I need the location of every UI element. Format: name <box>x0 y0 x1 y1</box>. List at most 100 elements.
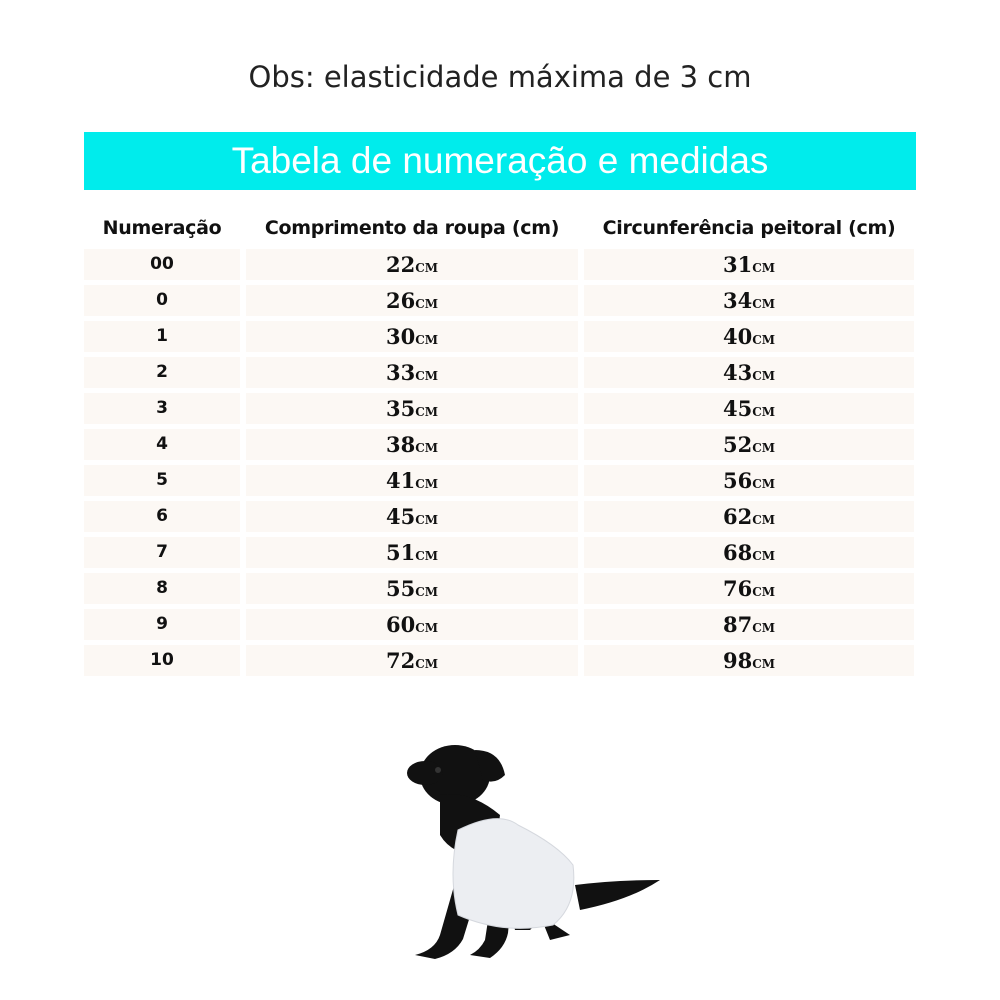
size-cell: 4 <box>84 428 240 460</box>
size-cell: 5 <box>84 464 240 496</box>
chest-cell: 62cm <box>584 500 914 532</box>
unit-label: cm <box>415 328 439 349</box>
table-row: 4 38cm 52cm <box>84 426 914 462</box>
size-cell: 6 <box>84 500 240 532</box>
table-row: 6 45cm 62cm <box>84 498 914 534</box>
size-cell: 3 <box>84 392 240 424</box>
unit-label: cm <box>752 256 776 277</box>
chest-cell: 40cm <box>584 320 914 352</box>
unit-label: cm <box>415 256 439 277</box>
size-cell: 00 <box>84 248 240 280</box>
chest-cell: 56cm <box>584 464 914 496</box>
size-cell: 7 <box>84 536 240 568</box>
chest-value: 40 <box>722 323 753 349</box>
chest-cell: 76cm <box>584 572 914 604</box>
table-row: 00 22cm 31cm <box>84 246 914 282</box>
table-header-row: Numeração Comprimento da roupa (cm) Circ… <box>84 210 914 246</box>
chest-cell: 87cm <box>584 608 914 640</box>
size-cell: 0 <box>84 284 240 316</box>
table-row: 10 72cm 98cm <box>84 642 914 678</box>
unit-label: cm <box>415 436 439 457</box>
chest-value: 68 <box>722 539 753 565</box>
unit-label: cm <box>415 508 439 529</box>
length-value: 30 <box>385 323 416 349</box>
chest-value: 52 <box>722 431 753 457</box>
length-cell: 60cm <box>246 608 578 640</box>
unit-label: cm <box>752 652 776 673</box>
chest-value: 62 <box>722 503 753 529</box>
unit-label: cm <box>752 292 776 313</box>
table-row: 0 26cm 34cm <box>84 282 914 318</box>
chest-value: 43 <box>722 359 753 385</box>
chest-value: 76 <box>722 575 753 601</box>
unit-label: cm <box>752 616 776 637</box>
unit-label: cm <box>415 616 439 637</box>
header-chest: Circunferência peitoral (cm) <box>584 212 914 244</box>
table-title-banner: Tabela de numeração e medidas <box>84 132 916 190</box>
unit-label: cm <box>415 292 439 313</box>
table-row: 3 35cm 45cm <box>84 390 914 426</box>
length-cell: 26cm <box>246 284 578 316</box>
chest-cell: 98cm <box>584 644 914 676</box>
unit-label: cm <box>752 436 776 457</box>
chest-cell: 31cm <box>584 248 914 280</box>
size-cell: 8 <box>84 572 240 604</box>
chest-value: 87 <box>722 611 753 637</box>
chest-cell: 52cm <box>584 428 914 460</box>
size-table: Numeração Comprimento da roupa (cm) Circ… <box>84 210 914 678</box>
length-value: 33 <box>385 359 416 385</box>
length-value: 26 <box>385 287 416 313</box>
length-value: 60 <box>385 611 416 637</box>
length-cell: 33cm <box>246 356 578 388</box>
unit-label: cm <box>415 580 439 601</box>
length-value: 45 <box>385 503 416 529</box>
length-value: 51 <box>385 539 416 565</box>
unit-label: cm <box>752 472 776 493</box>
unit-label: cm <box>415 472 439 493</box>
unit-label: cm <box>415 400 439 421</box>
length-value: 72 <box>385 647 416 673</box>
unit-label: cm <box>752 364 776 385</box>
length-value: 41 <box>385 467 416 493</box>
length-cell: 45cm <box>246 500 578 532</box>
length-cell: 22cm <box>246 248 578 280</box>
chest-value: 31 <box>722 251 753 277</box>
unit-label: cm <box>752 508 776 529</box>
chest-value: 45 <box>722 395 753 421</box>
header-length: Comprimento da roupa (cm) <box>246 212 578 244</box>
length-value: 55 <box>385 575 416 601</box>
table-row: 9 60cm 87cm <box>84 606 914 642</box>
dog-photo <box>407 745 660 959</box>
unit-label: cm <box>752 328 776 349</box>
unit-label: cm <box>415 544 439 565</box>
table-row: 2 33cm 43cm <box>84 354 914 390</box>
table-row: 8 55cm 76cm <box>84 570 914 606</box>
length-cell: 72cm <box>246 644 578 676</box>
length-cell: 41cm <box>246 464 578 496</box>
table-row: 7 51cm 68cm <box>84 534 914 570</box>
length-cell: 51cm <box>246 536 578 568</box>
length-cell: 35cm <box>246 392 578 424</box>
header-size: Numeração <box>84 212 240 244</box>
table-row: 1 30cm 40cm <box>84 318 914 354</box>
unit-label: cm <box>415 652 439 673</box>
length-value: 22 <box>385 251 416 277</box>
length-value: 35 <box>385 395 416 421</box>
length-cell: 55cm <box>246 572 578 604</box>
length-cell: 30cm <box>246 320 578 352</box>
length-cell: 38cm <box>246 428 578 460</box>
size-cell: 2 <box>84 356 240 388</box>
chest-value: 34 <box>722 287 753 313</box>
unit-label: cm <box>752 580 776 601</box>
unit-label: cm <box>752 400 776 421</box>
size-cell: 10 <box>84 644 240 676</box>
chest-cell: 45cm <box>584 392 914 424</box>
chest-cell: 68cm <box>584 536 914 568</box>
unit-label: cm <box>752 544 776 565</box>
elasticity-note: Obs: elasticidade máxima de 3 cm <box>248 60 752 94</box>
chest-cell: 43cm <box>584 356 914 388</box>
length-value: 38 <box>385 431 416 457</box>
size-cell: 1 <box>84 320 240 352</box>
size-cell: 9 <box>84 608 240 640</box>
chest-value: 56 <box>722 467 753 493</box>
